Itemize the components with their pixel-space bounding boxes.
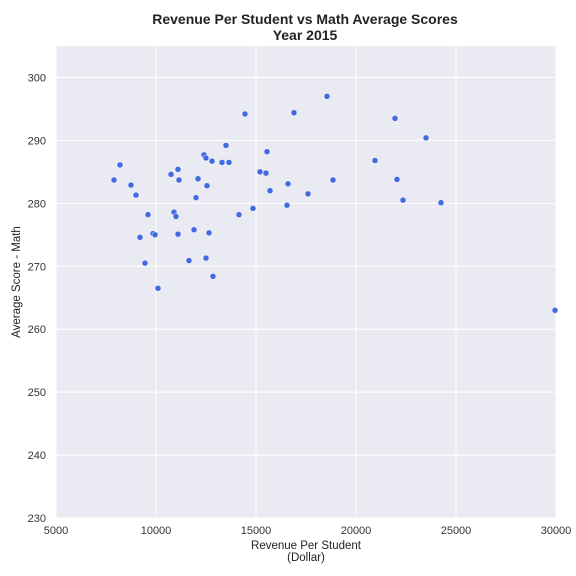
data-point [136,234,144,241]
data-point [284,180,292,188]
data-point [304,190,312,198]
y-axis-label: Average Score - Math [11,226,23,338]
y-tick-label: 290 [28,135,46,147]
data-point [185,257,193,264]
data-point [266,187,274,194]
data-point [256,168,264,176]
data-point [141,259,149,267]
data-point [218,159,226,166]
data-point [422,134,430,142]
data-point [202,154,210,162]
x-axis-label: Revenue Per Student [251,540,362,552]
data-point [202,254,210,262]
data-point [205,229,213,237]
y-tick-label: 230 [28,513,46,525]
x-tick-label: 5000 [44,525,68,537]
y-tick-label: 300 [28,72,46,84]
data-point [262,169,270,177]
data-point [371,157,379,164]
data-point [209,273,217,280]
data-point [290,109,298,116]
data-point [203,182,211,189]
x-tick-label: 25000 [441,525,472,537]
chart-subtitle: Year 2015 [273,27,338,43]
plot-area [56,46,556,518]
data-point [110,176,118,184]
data-point [399,196,407,204]
data-point [235,211,243,218]
data-point [393,176,401,183]
data-point [151,231,159,239]
data-point [175,176,183,184]
y-tick-label: 270 [28,261,46,273]
data-point [241,110,249,118]
y-tick-label: 250 [28,387,46,399]
data-point [172,213,180,220]
x-axis-ticks: 5000 10000 15000 20000 25000 30000 [44,525,572,537]
data-point [167,171,175,178]
data-point [437,199,445,206]
data-points [110,93,559,314]
data-point [190,226,198,234]
data-point [132,191,140,199]
x-axis-unit-label: (Dollar) [287,552,325,564]
data-point [127,181,135,189]
chart-title: Revenue Per Student vs Math Average Scor… [152,11,458,27]
y-tick-label: 280 [28,198,46,210]
data-point [116,161,124,169]
y-tick-label: 240 [28,450,46,462]
data-point [225,159,233,166]
data-point [192,194,200,201]
x-tick-label: 10000 [141,525,172,537]
data-point [174,166,182,173]
data-point [249,205,257,212]
x-tick-label: 20000 [341,525,372,537]
x-tick-label: 15000 [241,525,272,537]
x-tick-label: 30000 [541,525,572,537]
data-point [174,230,182,238]
grid-lines [55,46,557,519]
y-axis-ticks: 230 240 250 260 270 280 290 300 [28,72,46,525]
data-point [391,115,399,122]
data-point [222,142,230,149]
data-point [208,157,216,165]
data-point [154,285,162,292]
y-tick-label: 260 [28,324,46,336]
data-point [283,201,291,209]
data-point [144,211,152,218]
data-point [551,307,559,314]
data-point [329,176,337,184]
data-point [194,175,202,183]
data-point [323,93,331,100]
data-point [263,148,271,155]
